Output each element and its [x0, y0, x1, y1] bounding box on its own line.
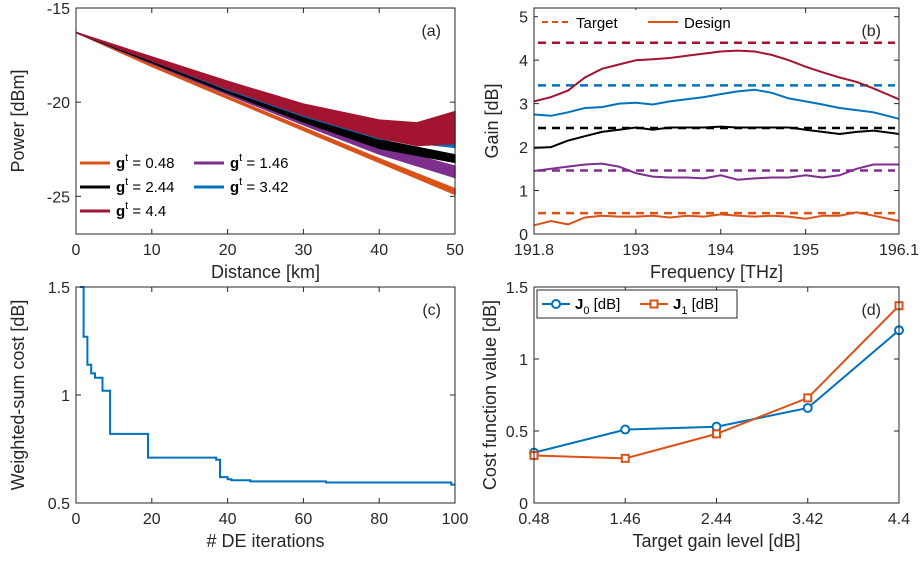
a-x-tick-5: 50	[446, 242, 464, 259]
c-y-tick-1: 1	[61, 388, 70, 405]
b-plot-frame	[533, 7, 900, 235]
b-y-tick-2: 2	[519, 140, 528, 157]
d-y-tick-2: 1	[519, 352, 528, 369]
a-legend-label-1: gt = 1.46	[230, 152, 289, 172]
a-y-tick-1: -20	[47, 95, 70, 112]
b-y-tick-4: 4	[519, 53, 528, 70]
b-y-tick-1: 1	[519, 184, 528, 201]
d-marker-1-1	[620, 453, 630, 463]
a-panel-tag: (a)	[421, 23, 441, 40]
d-legend-marker-1	[649, 299, 659, 309]
c-panel-tag: (c)	[422, 302, 441, 319]
d-legend-label-1: J1 [dB]	[673, 296, 718, 317]
b-x-axis-label: Frequency [THz]	[650, 262, 783, 282]
c-x-tick-1: 20	[143, 511, 161, 528]
b-panel-tag: (b)	[861, 23, 881, 40]
b-y-axis-label: Gain [dB]	[482, 83, 502, 158]
b-design-line-0	[533, 211, 900, 227]
panel-d: 0.48 1.46 2.44 3.42 4.4 0 0.5 1 1.5 Target gain l…	[480, 280, 910, 551]
d-x-tick-3: 3.42	[792, 511, 823, 528]
d-marker-0-3	[802, 402, 813, 413]
b-y-tick-5: 5	[519, 10, 528, 27]
b-x-tick-2: 194	[707, 242, 734, 259]
c-x-tick-3: 60	[295, 511, 313, 528]
a-y-tick-2: -25	[47, 189, 70, 206]
a-x-tick-1: 10	[143, 242, 161, 259]
d-y-axis-label: Cost function value [dB]	[480, 300, 500, 490]
d-marker-1-3	[803, 393, 813, 403]
c-cost-line	[79, 286, 455, 486]
b-legend-box	[538, 10, 748, 34]
c-x-axis-label: # DE iterations	[206, 531, 324, 551]
d-marker-0-1	[620, 424, 631, 435]
b-design-line-3	[533, 88, 900, 120]
d-y-tick-0: 0	[519, 496, 528, 513]
panel-b: 191.8 193 194 195 196.1 0 1 2 3 4 5 Frequency [THz]…	[482, 7, 919, 282]
a-x-tick-0: 0	[72, 242, 81, 259]
a-y-tick-0: -15	[47, 1, 70, 18]
d-x-tick-4: 4.4	[888, 511, 910, 528]
d-x-tick-2: 2.44	[701, 511, 732, 528]
c-y-axis-label: Weighted-sum cost [dB]	[8, 300, 28, 491]
d-y-tick-3: 1.5	[506, 280, 528, 297]
c-x-tick-4: 80	[370, 511, 388, 528]
d-y-tick-1: 0.5	[506, 424, 528, 441]
a-legend-label-4: gt = 4.4	[116, 200, 166, 220]
d-legend-box	[536, 289, 738, 319]
a-x-tick-2: 20	[219, 242, 237, 259]
b-x-tick-1: 193	[623, 242, 650, 259]
panel-a: 0 10 20 30 40 50 -15 -20 -25 Distance [km] Power […	[8, 1, 464, 282]
a-x-axis-label: Distance [km]	[211, 262, 320, 282]
d-x-tick-1: 1.46	[610, 511, 641, 528]
d-panel-tag: (d)	[861, 302, 881, 319]
b-x-tick-3: 195	[792, 242, 819, 259]
b-y-tick-3: 3	[519, 97, 528, 114]
c-y-tick-2: 1.5	[48, 280, 70, 297]
c-x-tick-5: 100	[442, 511, 469, 528]
c-x-tick-2: 40	[219, 511, 237, 528]
b-y-tick-0: 0	[519, 227, 528, 244]
a-x-tick-4: 40	[370, 242, 388, 259]
d-plot-frame	[533, 286, 900, 504]
d-x-tick-0: 0.48	[518, 511, 549, 528]
a-band-4	[75, 31, 456, 147]
b-x-tick-0: 191.8	[514, 242, 554, 259]
a-legend-label-0: gt = 0.48	[116, 152, 175, 172]
b-design-line-2	[533, 125, 900, 149]
b-x-tick-4: 196.1	[879, 242, 919, 259]
a-plot-frame	[75, 7, 456, 235]
d-marker-1-2	[712, 429, 721, 439]
a-legend-label-3: gt = 3.42	[230, 176, 289, 196]
c-y-tick-0: 0.5	[48, 496, 70, 513]
d-legend-label-0: J0 [dB]	[575, 296, 620, 317]
a-x-tick-3: 30	[295, 242, 313, 259]
b-legend-label-design: Design	[684, 15, 731, 32]
a-legend-label-2: gt = 2.44	[116, 176, 175, 196]
b-design-line-1	[533, 162, 899, 181]
d-legend-marker-0	[551, 299, 561, 309]
b-design-line-4	[533, 49, 900, 103]
c-plot-frame	[75, 286, 456, 504]
b-legend-label-target: Target	[576, 15, 619, 32]
c-x-tick-0: 0	[72, 511, 81, 528]
a-y-axis-label: Power [dBm]	[8, 69, 28, 172]
panel-c: 0 20 40 60 80 100 0.5 1 1.5 # DE iterations Weight…	[8, 280, 468, 551]
d-x-axis-label: Target gain level [dB]	[632, 531, 800, 551]
